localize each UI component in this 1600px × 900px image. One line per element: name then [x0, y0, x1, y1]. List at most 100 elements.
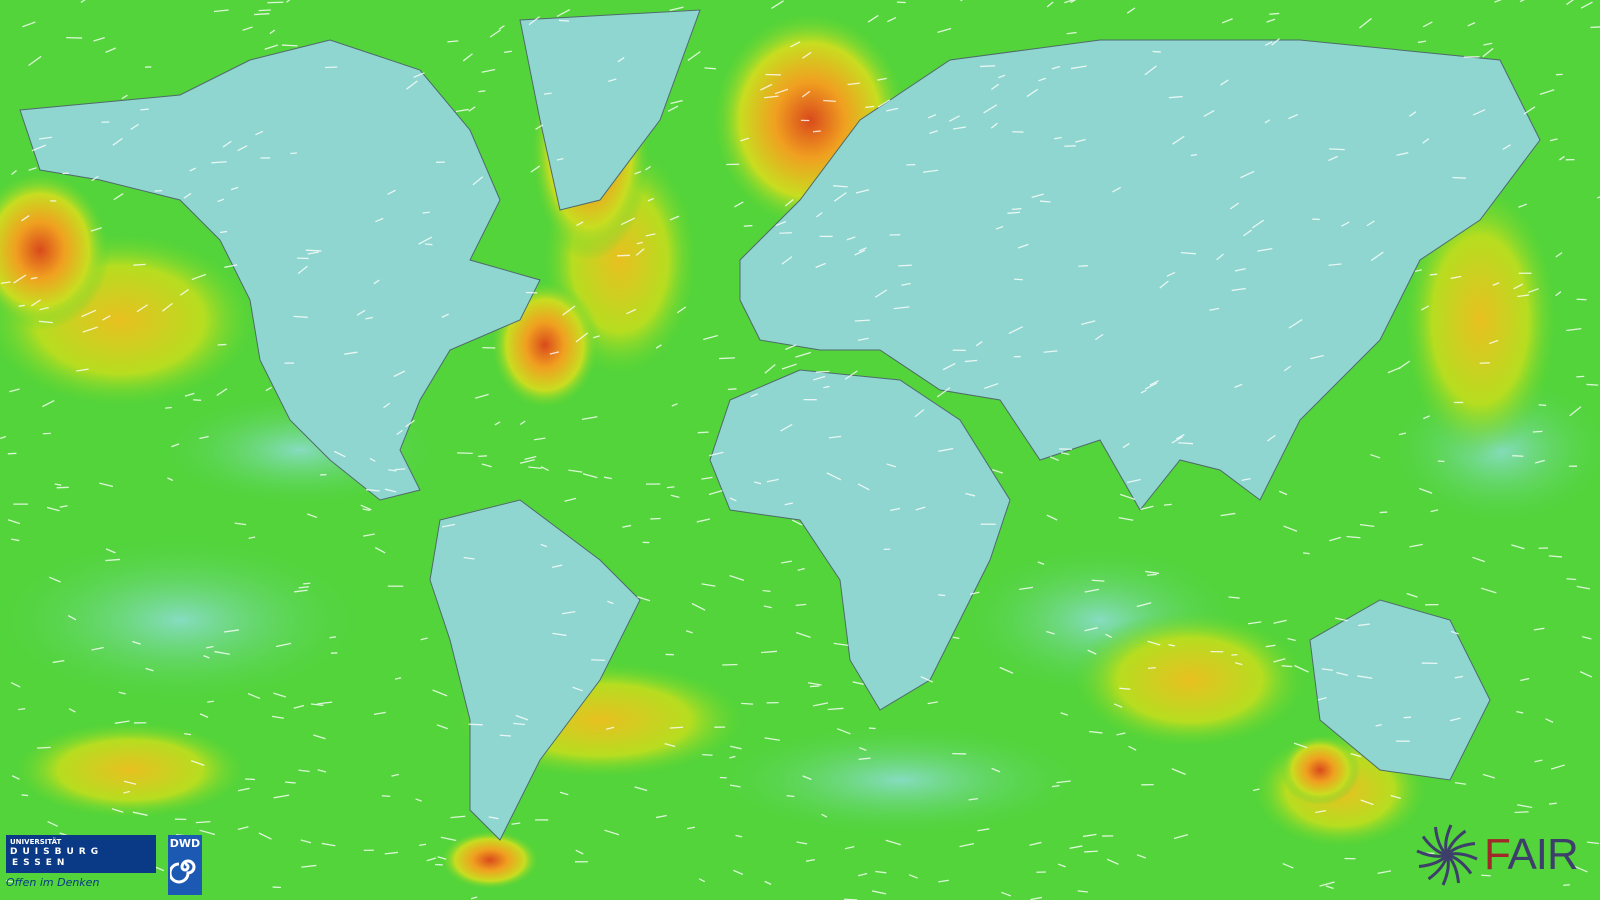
wind-streak	[1014, 278, 1023, 281]
wind-streak	[1116, 732, 1126, 736]
wind-streak	[1534, 759, 1543, 763]
wind-streak	[1241, 477, 1251, 481]
wind-streak	[450, 815, 466, 819]
wind-streak	[1518, 203, 1528, 208]
wind-streak	[286, 0, 291, 3]
wind-streak	[581, 416, 598, 421]
wind-streak	[179, 288, 189, 296]
wind-streak	[1051, 785, 1060, 788]
wind-streak	[534, 437, 546, 441]
wind-streak	[478, 90, 486, 93]
wind-streak	[365, 316, 373, 320]
wind-streak	[727, 388, 737, 391]
wind-streak	[1145, 382, 1158, 390]
wind-streak	[1122, 442, 1130, 449]
wind-cell	[0, 170, 110, 330]
wind-streak	[49, 576, 61, 583]
wind-streak	[582, 473, 598, 479]
wind-streak	[165, 406, 172, 409]
wind-streak	[786, 794, 795, 798]
wind-streak	[875, 870, 887, 874]
wind-streak	[237, 145, 248, 152]
wind-streak	[1273, 619, 1287, 624]
wind-streak	[199, 713, 209, 718]
wind-streak	[1535, 459, 1545, 464]
wind-streak	[796, 841, 808, 845]
wind-streak	[1366, 220, 1375, 227]
wind-streak	[217, 343, 227, 346]
wind-streak	[823, 385, 830, 389]
wind-streak	[1303, 552, 1310, 555]
wind-streak	[519, 458, 535, 464]
wind-streak	[647, 197, 654, 202]
wind-streak	[305, 249, 322, 252]
wind-streak	[1106, 858, 1119, 865]
wind-streak	[189, 167, 196, 172]
wind-streak	[696, 518, 711, 523]
wind-streak	[670, 494, 680, 498]
wind-streak	[1396, 152, 1409, 156]
wind-streak	[564, 497, 577, 502]
wind-streak	[784, 502, 794, 506]
wind-streak	[1077, 890, 1088, 893]
wind-streak	[1074, 138, 1086, 143]
wind-streak	[258, 832, 272, 840]
wind-streak	[102, 315, 111, 321]
wind-streak	[237, 826, 249, 831]
wind-streak	[535, 124, 544, 130]
wind-streak	[1359, 17, 1372, 29]
wind-streak	[779, 232, 792, 234]
logo-text: DUISBURG	[10, 847, 104, 857]
wind-streak	[300, 839, 312, 844]
south-america	[429, 499, 641, 841]
wind-streak	[1586, 383, 1599, 386]
wind-streak	[805, 858, 815, 862]
wind-streak	[669, 726, 684, 729]
wind-streak	[1235, 662, 1243, 666]
wind-streak	[418, 236, 433, 245]
wind-streak	[936, 387, 951, 398]
wind-streak	[687, 51, 701, 61]
wind-streak	[591, 659, 605, 662]
wind-streak	[915, 506, 926, 511]
wind-streak	[995, 225, 1004, 230]
wind-streak	[5, 879, 15, 883]
wind-streak	[1136, 602, 1152, 608]
wind-streak	[671, 403, 678, 407]
wind-streak	[771, 0, 784, 9]
wind-streak	[388, 469, 397, 472]
wind-streak	[666, 486, 675, 489]
wind-streak	[730, 745, 742, 750]
wind-streak	[857, 337, 869, 341]
wind-streak	[922, 169, 939, 173]
wind-streak	[603, 476, 612, 480]
wind-streak	[608, 78, 617, 83]
wind-cell	[700, 720, 1100, 840]
wind-streak	[1360, 799, 1374, 806]
wind-streak	[969, 591, 980, 595]
wind-streak	[1422, 21, 1433, 28]
wind-streak	[1094, 333, 1104, 341]
wind-streak	[1149, 380, 1159, 386]
wind-streak	[812, 130, 821, 133]
wind-streak	[543, 92, 552, 95]
wind-streak	[193, 399, 202, 401]
wind-streak	[1293, 742, 1308, 749]
wind-streak	[1483, 42, 1493, 46]
wind-streak	[669, 6, 684, 12]
wind-streak	[1288, 113, 1299, 120]
wind-streak	[719, 357, 735, 360]
wind-streak	[847, 82, 861, 86]
wind-streak	[396, 429, 403, 436]
wind-streak	[99, 482, 114, 488]
wind-streak	[1070, 0, 1077, 4]
wind-streak	[1517, 804, 1533, 809]
wind-streak	[729, 755, 736, 759]
wind-streak	[1429, 273, 1438, 276]
wind-streak	[373, 711, 386, 716]
wind-streak	[313, 734, 326, 740]
wind-streak	[1335, 617, 1348, 622]
wind-streak	[886, 107, 899, 112]
wind-streak	[764, 880, 772, 885]
